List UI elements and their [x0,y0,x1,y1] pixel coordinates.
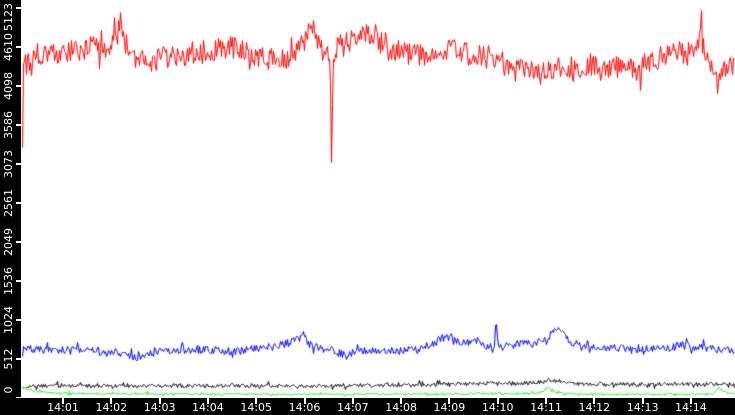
x-tick-14:07 [351,398,354,404]
x-tick-label-14:11: 14:11 [530,401,562,414]
x-tick-14:12 [593,398,596,404]
x-tick-label-14:05: 14:05 [240,401,273,414]
y-tick-label-5123: 5123 [2,3,15,31]
x-tick-14:05 [255,398,258,404]
y-tick-label-4098: 4098 [2,72,15,101]
x-tick-14:14 [689,398,692,404]
y-tick-512 [16,358,21,361]
plot-area [0,0,735,398]
x-tick-label-14:12: 14:12 [578,401,611,414]
x-tick-label-14:10: 14:10 [481,401,514,414]
y-tick-2561 [16,202,21,205]
x-tick-14:04 [206,398,209,404]
y-axis: 5123 4610 4098 3586 3073 2561 2049 1536 1024 512 0 [0,0,21,399]
x-tick-14:02 [110,398,113,404]
y-tick-4098 [16,85,21,88]
x-tick-label-14:08: 14:08 [385,401,417,414]
y-tick-label-512: 512 [2,348,15,370]
y-tick-3073 [16,163,21,166]
x-tick-label-14:03: 14:03 [143,401,176,414]
x-tick-14:10 [496,398,499,404]
x-axis: 14:01 14:02 14:03 14:04 14:05 14:06 14:07 14:08… [0,398,735,415]
x-tick-label-14:13: 14:13 [626,401,659,414]
y-tick-4610 [16,46,21,49]
y-tick-label-4610: 4610 [2,33,15,62]
x-tick-label-14:07: 14:07 [336,401,369,414]
y-tick-1024 [16,319,21,322]
x-tick-14:09 [448,398,451,404]
y-tick-2049 [16,241,21,244]
y-tick-label-3073: 3073 [2,150,15,179]
x-tick-14:13 [641,398,644,404]
x-tick-14:11 [545,398,547,404]
y-tick-label-0: 0 [2,386,15,394]
y-tick-label-1024: 1024 [2,306,15,335]
y-tick-label-3586: 3586 [2,111,15,139]
x-tick-14:01 [62,398,64,404]
y-tick-label-2561: 2561 [2,189,15,218]
y-tick-1536 [16,280,21,283]
y-tick-3586 [16,124,21,126]
y-tick-5123 [16,7,21,9]
x-tick-label-14:06: 14:06 [288,401,321,414]
x-tick-label-14:14: 14:14 [675,401,707,414]
x-tick-14:08 [400,398,403,404]
y-tick-label-1536: 1536 [2,267,15,296]
x-tick-label-14:04: 14:04 [192,401,224,414]
x-tick-14:03 [158,398,161,404]
y-tick-label-2049: 2049 [2,228,15,257]
x-tick-label-14:09: 14:09 [433,401,466,414]
x-tick-label-14:02: 14:02 [95,401,128,414]
x-tick-label-14:01: 14:01 [47,401,79,414]
x-tick-14:06 [303,398,306,404]
